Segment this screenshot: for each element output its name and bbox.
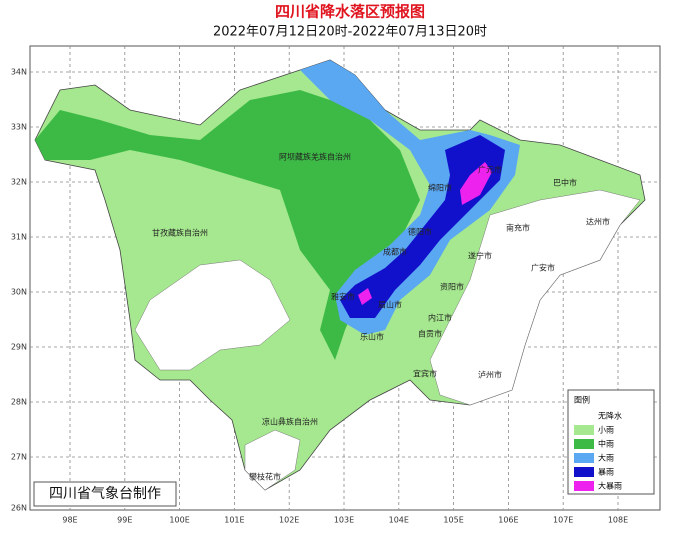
legend-title: 图例 <box>574 395 590 405</box>
axis-labels: 34N 33N 32N 31N 30N 29N 28N 27N 26N 98E 99E 100E 101… <box>11 68 628 525</box>
region-label: 内江市 <box>428 313 452 323</box>
region-label: 达州市 <box>586 217 610 227</box>
legend-label: 大暴雨 <box>598 481 622 491</box>
legend-swatch <box>574 439 594 449</box>
region-label: 阿坝藏族羌族自治州 <box>279 152 351 162</box>
legend-label: 中雨 <box>598 439 614 449</box>
credit-box <box>33 481 177 507</box>
heavy-rainstorm <box>460 162 492 205</box>
lat-label: 26N <box>11 504 27 513</box>
no-rain-south <box>244 429 301 491</box>
lon-label: 107E <box>553 516 573 525</box>
region-label: 攀枝花市 <box>249 472 281 482</box>
legend-label: 暴雨 <box>598 468 614 477</box>
region-label: 凉山彝族自治州 <box>262 417 318 427</box>
subtitle: 2022年07月12日20时-2022年07月13日20时 <box>213 25 487 40</box>
region-label: 巴中市 <box>553 178 577 188</box>
lon-label: 106E <box>498 516 518 525</box>
lon-label: 103E <box>334 516 354 525</box>
region-label: 雅安市 <box>331 292 355 302</box>
credit: 四川省气象台制作 <box>49 486 161 502</box>
lat-label: 30N <box>11 288 27 297</box>
lat-label: 32N <box>11 178 27 187</box>
region-label: 德阳市 <box>408 227 432 237</box>
region-label: 自贡市 <box>418 329 442 339</box>
lat-label: 29N <box>11 343 27 352</box>
legend-swatch <box>574 425 594 435</box>
legend-swatch <box>574 453 594 463</box>
region-label: 遂宁市 <box>468 251 492 261</box>
region-label: 眉山市 <box>378 300 402 310</box>
lon-label: 102E <box>279 516 299 525</box>
legend-label: 大雨 <box>598 453 614 463</box>
region-label: 广元市 <box>478 165 502 175</box>
region-label: 广安市 <box>531 263 555 273</box>
region-label: 乐山市 <box>360 332 384 342</box>
heavy-rainstorm-2 <box>358 288 372 305</box>
lon-label: 104E <box>389 516 409 525</box>
legend-label: 小雨 <box>598 426 614 435</box>
lon-label: 108E <box>608 516 628 525</box>
lon-label: 100E <box>169 516 189 525</box>
lat-label: 27N <box>11 453 27 462</box>
region-label: 甘孜藏族自治州 <box>152 228 208 238</box>
region-label: 泸州市 <box>478 370 502 380</box>
legend-swatch <box>574 467 594 477</box>
legend-swatch <box>573 410 595 422</box>
rainstorm <box>340 135 505 318</box>
no-rain-east <box>429 189 641 406</box>
lat-label: 28N <box>11 398 27 407</box>
lon-label: 99E <box>117 516 132 525</box>
lon-label: 98E <box>62 516 77 525</box>
region-label: 宜宾市 <box>413 369 437 379</box>
region-label: 绵阳市 <box>428 183 452 193</box>
no-rain-west <box>134 259 291 371</box>
legend-swatch <box>574 481 594 491</box>
region-label: 资阳市 <box>440 282 464 292</box>
legend-label: 无降水 <box>598 411 622 421</box>
region-label: 成都市 <box>383 247 407 257</box>
lat-label: 33N <box>11 123 27 132</box>
lon-label: 101E <box>224 516 244 525</box>
lat-label: 31N <box>11 233 27 242</box>
lat-label: 34N <box>11 68 27 77</box>
moderate-rain <box>35 90 420 360</box>
lon-label: 105E <box>443 516 463 525</box>
region-label: 南充市 <box>506 223 530 233</box>
title: 四川省降水落区预报图 <box>275 3 425 21</box>
